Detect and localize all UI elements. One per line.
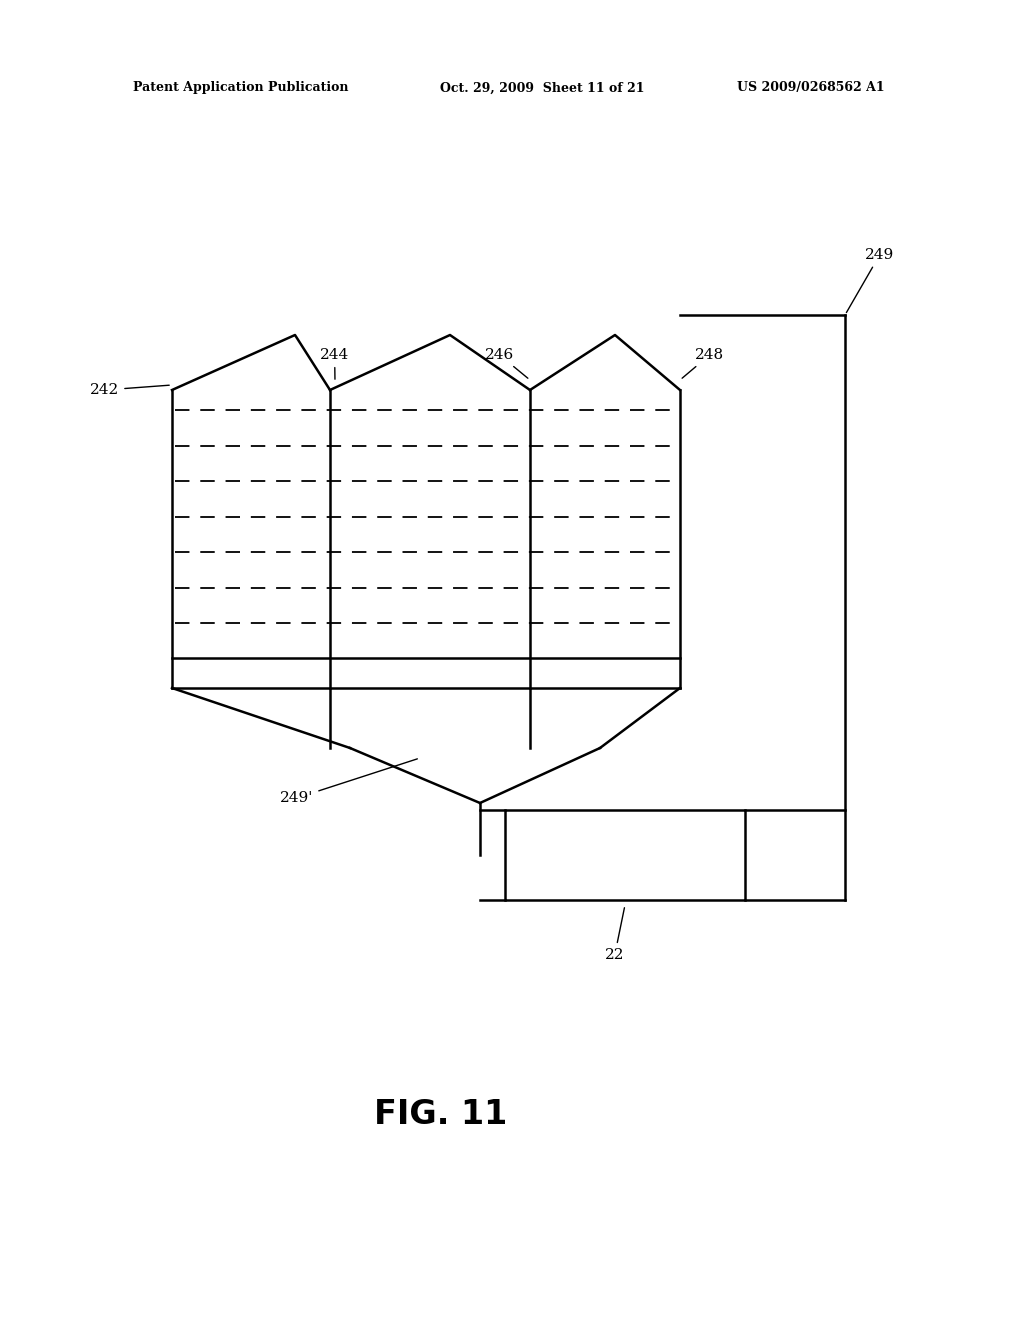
Text: 246: 246 (485, 348, 527, 379)
Text: 249: 249 (847, 248, 894, 313)
Text: 242: 242 (90, 383, 169, 397)
Text: FIG. 11: FIG. 11 (374, 1098, 507, 1131)
Text: Patent Application Publication: Patent Application Publication (133, 82, 348, 95)
Text: 22: 22 (605, 908, 625, 962)
Bar (505, 810, 745, 900)
Text: US 2009/0268562 A1: US 2009/0268562 A1 (737, 82, 885, 95)
Text: 249': 249' (280, 759, 418, 805)
Text: Oct. 29, 2009  Sheet 11 of 21: Oct. 29, 2009 Sheet 11 of 21 (440, 82, 645, 95)
Text: 248: 248 (682, 348, 724, 379)
Text: 244: 244 (319, 348, 349, 379)
